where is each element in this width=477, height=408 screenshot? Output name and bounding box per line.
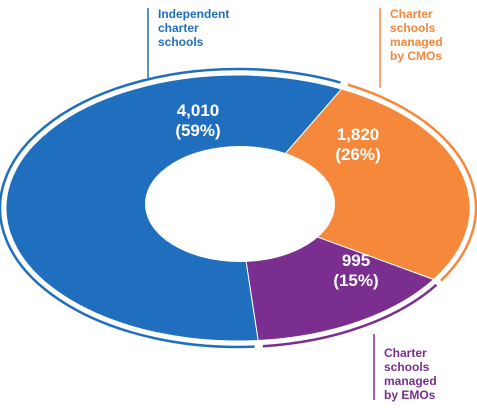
- ring-emo: [262, 283, 438, 348]
- category-label-line: Independent: [158, 7, 229, 21]
- category-label-cmo: Charter schools managed by CMOs: [390, 7, 443, 63]
- value-percent: (15%): [333, 271, 378, 290]
- value-number: 4,010: [177, 101, 220, 120]
- category-label-line: managed: [384, 374, 437, 388]
- value-number: 995: [342, 251, 370, 270]
- category-label-line: schools: [390, 21, 436, 35]
- category-label-line: by EMOs: [384, 388, 436, 402]
- value-percent: (26%): [335, 145, 380, 164]
- category-label-emo: Charter schools managed by EMOs: [384, 346, 437, 402]
- category-label-line: Charter: [384, 346, 427, 360]
- value-labels: 4,010 (59%) 1,820 (26%) 995 (15%): [175, 101, 380, 290]
- value-label-emo: 995 (15%): [333, 251, 378, 290]
- category-label-line: by CMOs: [390, 49, 442, 63]
- category-label-line: schools: [384, 360, 430, 374]
- category-label-line: managed: [390, 35, 443, 49]
- value-label-independent: 4,010 (59%): [175, 101, 220, 140]
- category-label-line: Charter: [390, 7, 433, 21]
- donut-center-hole: [145, 146, 335, 262]
- leader-lines: [147, 8, 381, 400]
- donut-hole: [145, 146, 335, 262]
- value-label-cmo: 1,820 (26%): [335, 125, 380, 164]
- outer-rings: [0, 67, 477, 349]
- category-label-line: charter: [158, 21, 199, 35]
- ring-cmo: [347, 83, 477, 282]
- slice-cmo: [237, 88, 471, 281]
- value-percent: (59%): [175, 121, 220, 140]
- category-label-line: schools: [158, 35, 204, 49]
- category-label-independent: Independent charter schools: [158, 7, 229, 49]
- value-number: 1,820: [337, 125, 380, 144]
- ring-independent: [0, 67, 341, 349]
